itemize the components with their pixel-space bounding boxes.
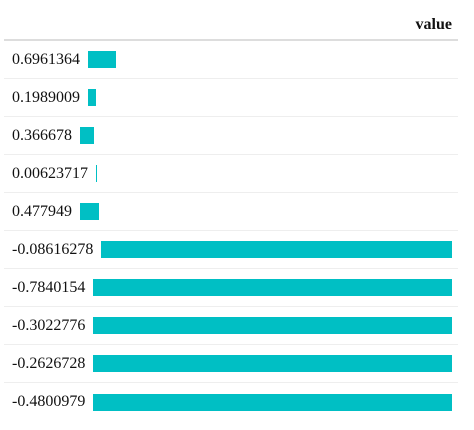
cell-value: 0.477949 [12, 202, 72, 220]
table-body: 0.6961364 0.1989009 0.366678 0.00623717 0.47… [4, 41, 458, 421]
value-bar [93, 317, 452, 334]
table-row: -0.08616278 [4, 231, 458, 269]
table-row: 0.6961364 [4, 41, 458, 79]
value-bar [101, 241, 452, 258]
cell-value: -0.3022776 [12, 316, 86, 334]
value-bar [80, 127, 95, 144]
cell-value: -0.08616278 [12, 240, 94, 258]
table-row: -0.4800979 [4, 383, 458, 421]
table-row: -0.7840154 [4, 269, 458, 307]
cell-value: 0.366678 [12, 126, 72, 144]
column-header: value [4, 8, 458, 41]
table-row: -0.2626728 [4, 345, 458, 383]
table-row: -0.3022776 [4, 307, 458, 345]
table-row: 0.477949 [4, 193, 458, 231]
value-bar [93, 393, 452, 411]
cell-value: 0.1989009 [12, 88, 80, 106]
table: value 0.6961364 0.1989009 0.366678 0.006237… [4, 8, 458, 421]
value-bar [88, 89, 96, 106]
cell-value: 0.00623717 [12, 164, 88, 182]
value-bar [93, 279, 452, 296]
value-bar [80, 203, 99, 220]
value-bar [93, 355, 452, 372]
value-bar [88, 51, 116, 68]
table-row: 0.1989009 [4, 79, 458, 117]
table-row: 0.366678 [4, 117, 458, 155]
cell-value: -0.2626728 [12, 354, 86, 372]
cell-value: 0.6961364 [12, 50, 80, 68]
cell-value: -0.4800979 [12, 393, 86, 410]
cell-value: -0.7840154 [12, 278, 86, 296]
table-row: 0.00623717 [4, 155, 458, 193]
